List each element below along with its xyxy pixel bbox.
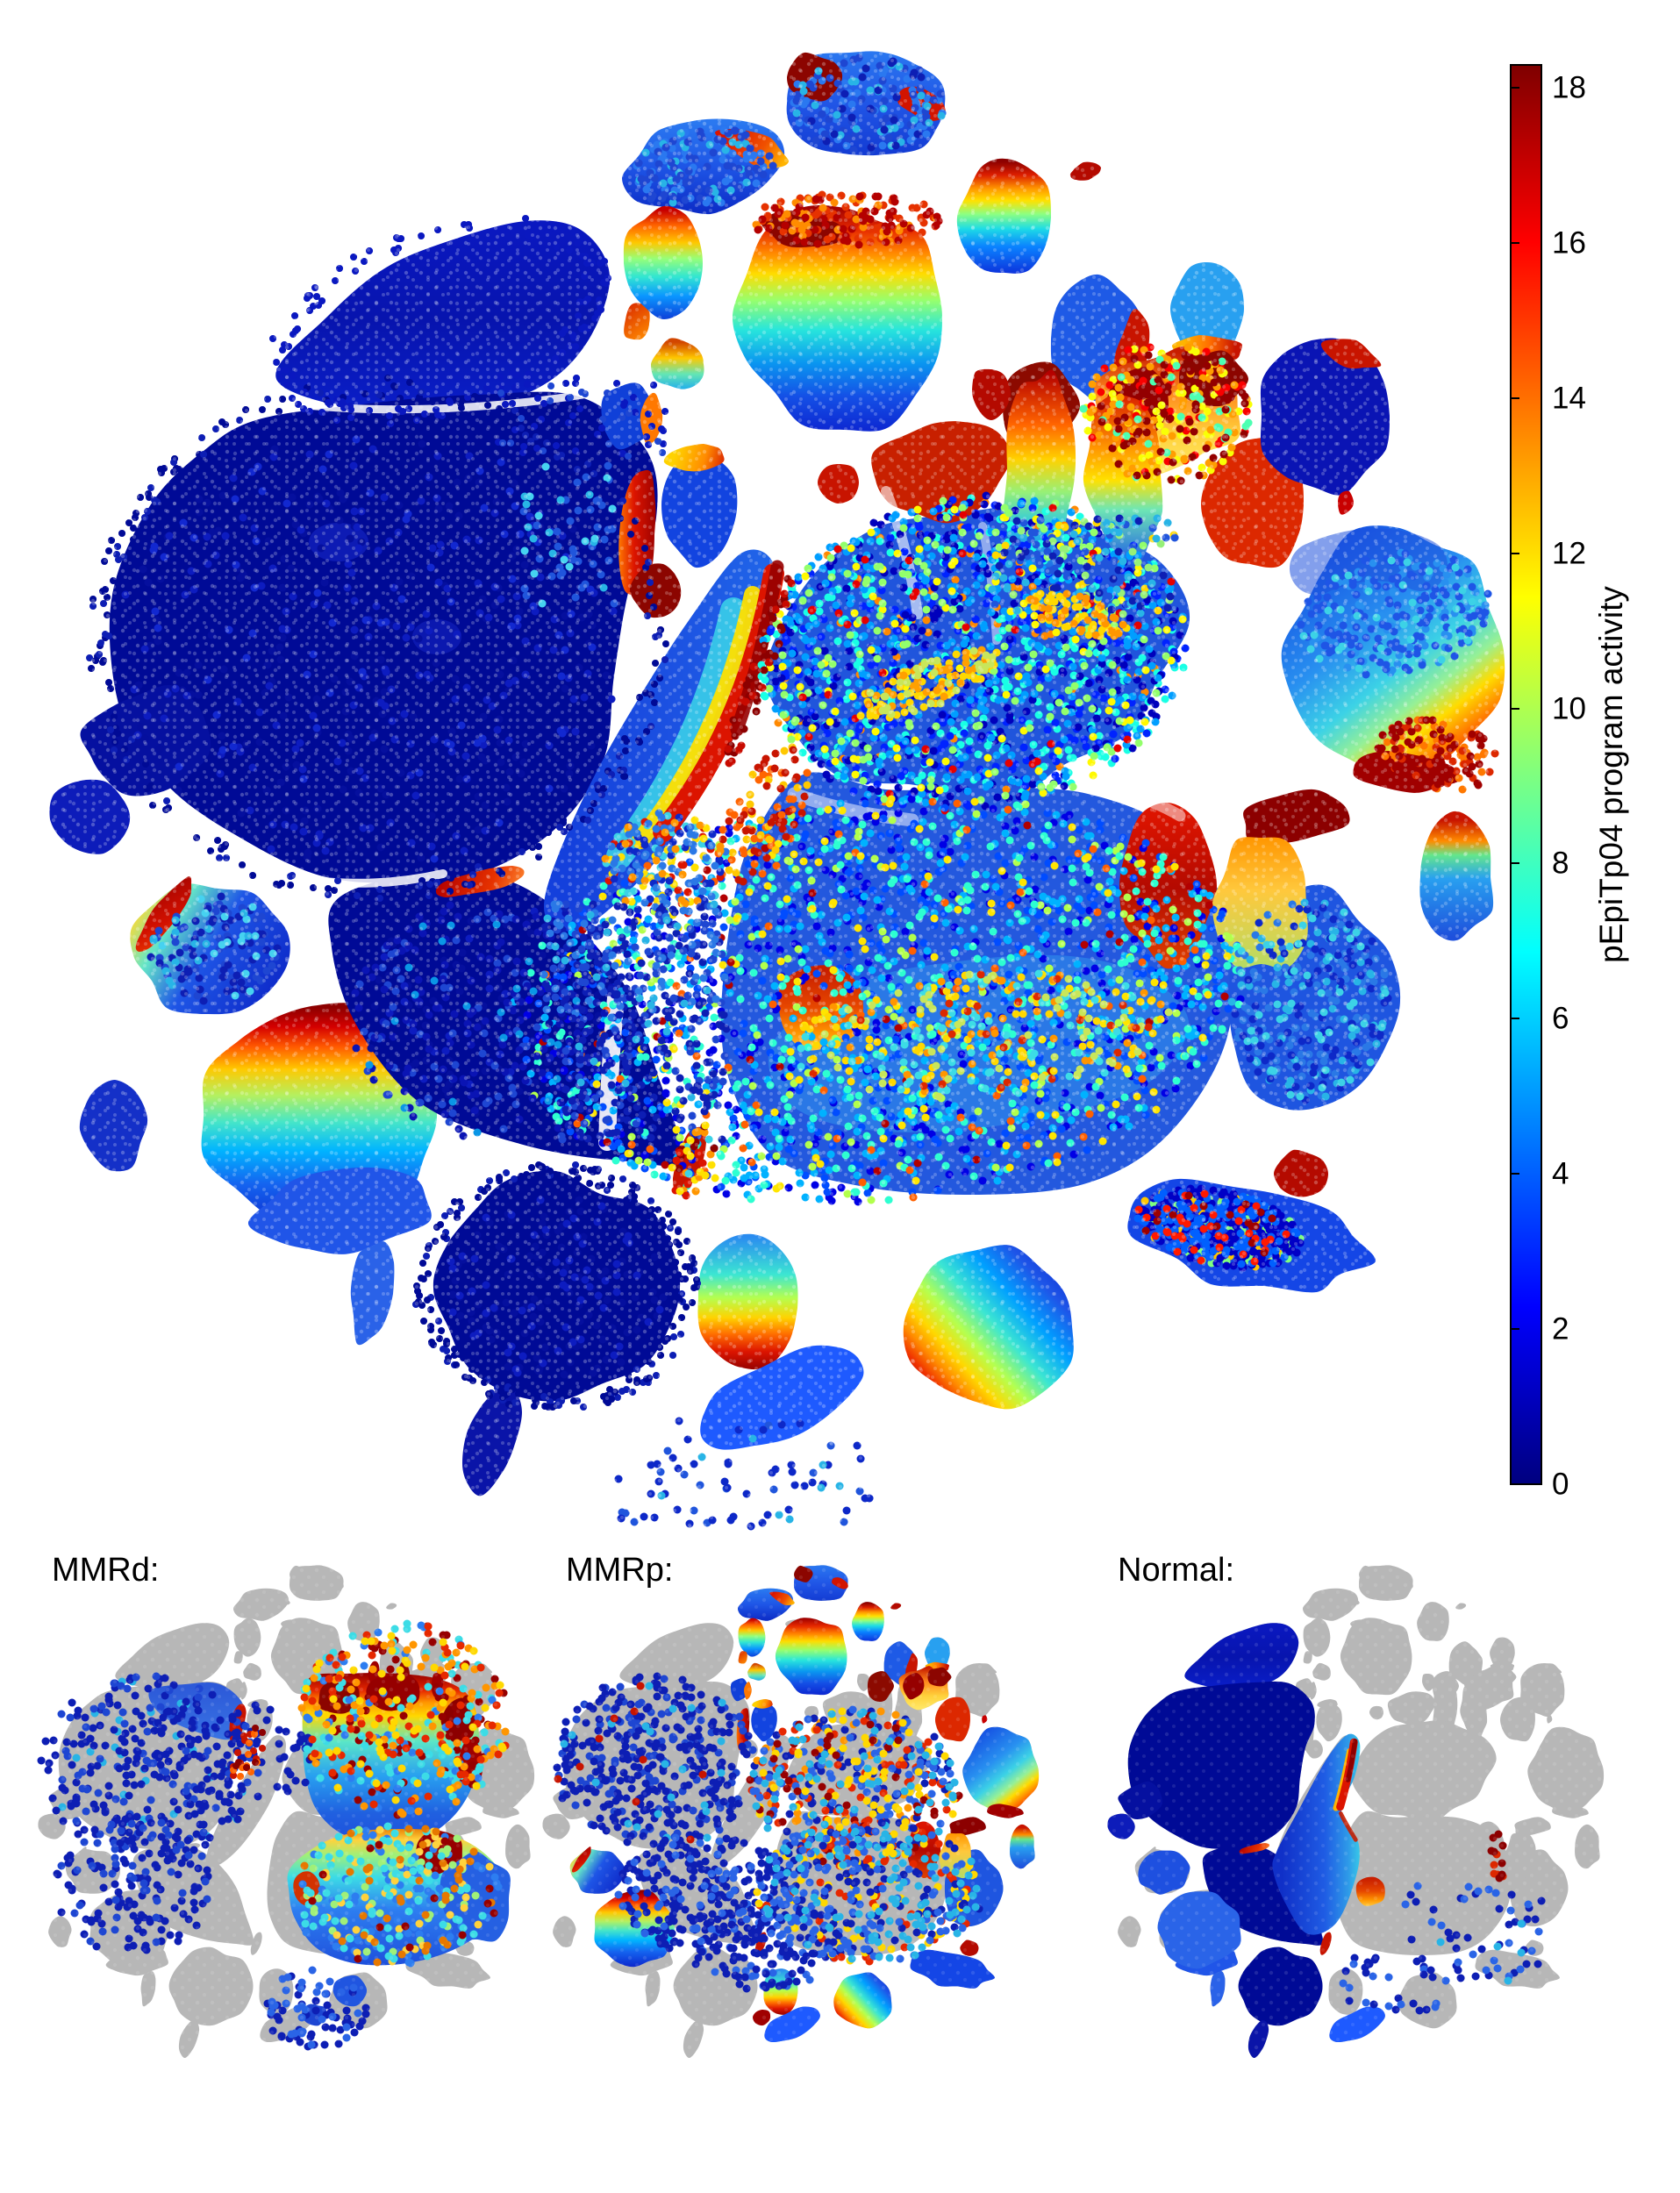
- svg-text:0: 0: [1552, 1468, 1569, 1502]
- svg-text:MMRp:: MMRp:: [566, 1552, 673, 1589]
- svg-text:16: 16: [1552, 226, 1586, 261]
- svg-text:14: 14: [1552, 382, 1586, 416]
- svg-text:2: 2: [1552, 1312, 1569, 1347]
- svg-text:Normal:: Normal:: [1118, 1552, 1234, 1589]
- svg-text:6: 6: [1552, 1002, 1569, 1036]
- svg-text:8: 8: [1552, 846, 1569, 881]
- svg-text:18: 18: [1552, 71, 1586, 105]
- svg-text:10: 10: [1552, 692, 1586, 726]
- svg-text:4: 4: [1552, 1157, 1569, 1191]
- svg-text:12: 12: [1552, 537, 1586, 571]
- svg-text:pEpiTp04 program activity: pEpiTp04 program activity: [1593, 586, 1629, 963]
- svg-text:MMRd:: MMRd:: [52, 1552, 159, 1589]
